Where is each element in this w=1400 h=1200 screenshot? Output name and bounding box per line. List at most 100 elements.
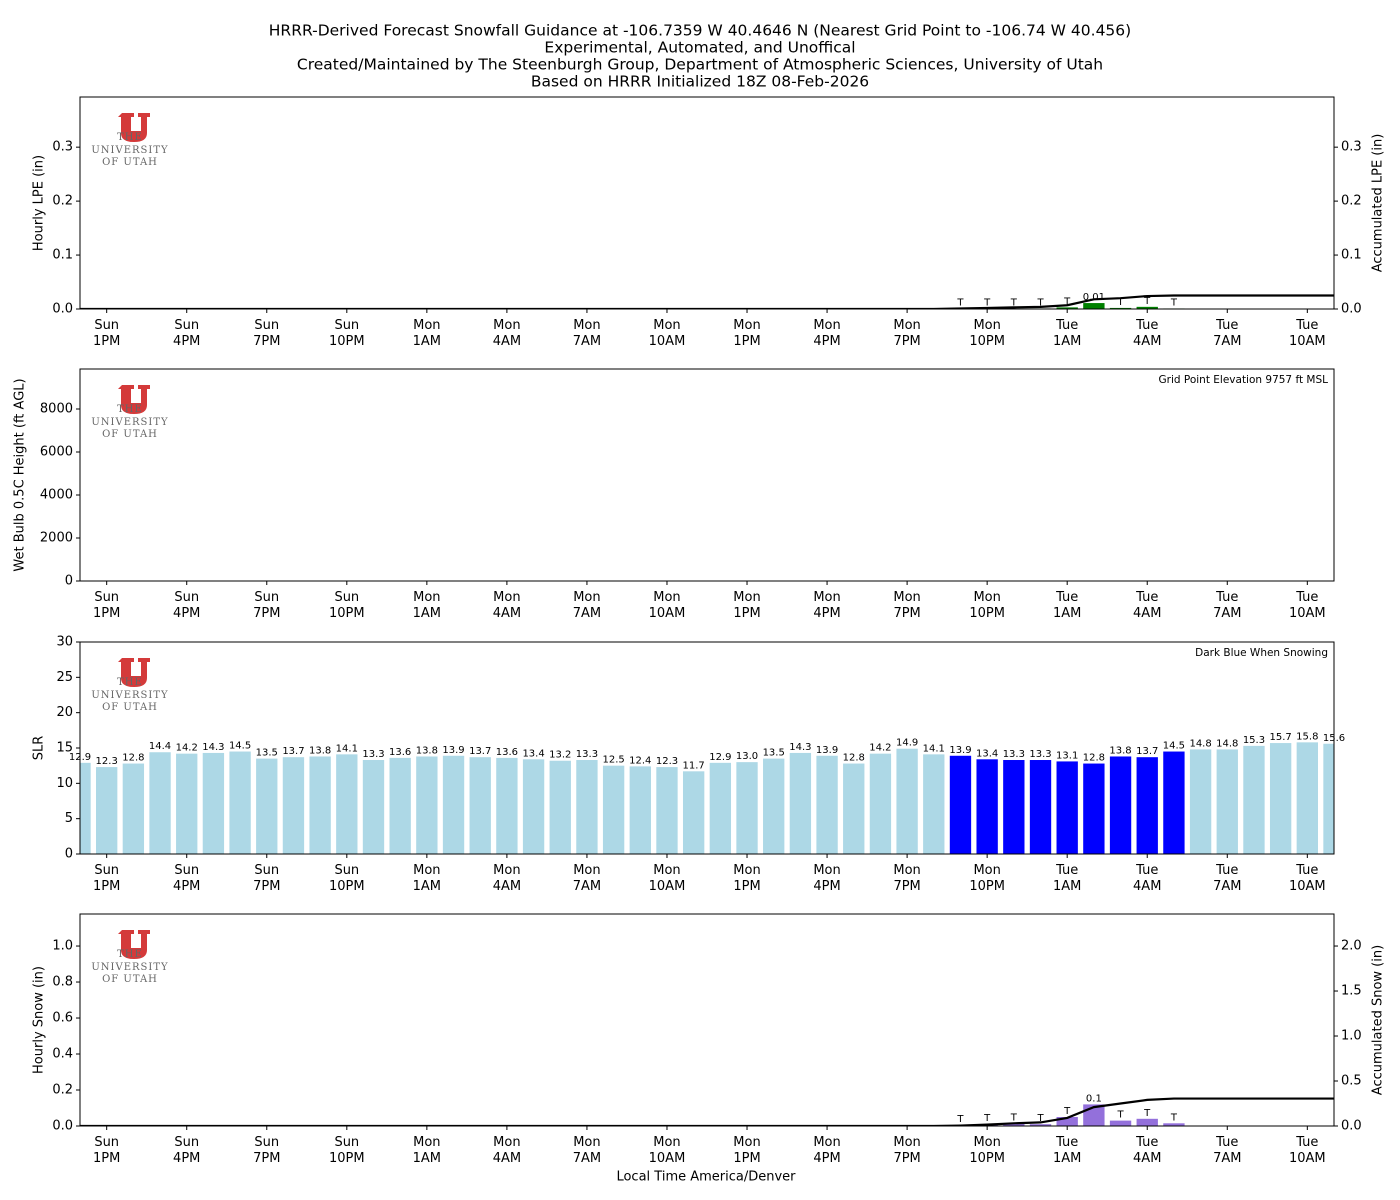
x-tick-label: Mon 7AM [573, 590, 601, 621]
bar [229, 751, 251, 854]
bar [629, 766, 651, 854]
x-tick-label: Mon 7AM [573, 1135, 601, 1166]
x-tick-label: Sun 4PM [173, 590, 200, 621]
y-axis-label: Hourly LPE (in) [32, 155, 47, 251]
data-label: 13.8 [416, 745, 438, 756]
data-label: 13.5 [256, 748, 278, 759]
x-axis-label: Local Time America/Denver [616, 1170, 796, 1185]
data-label: 14.4 [149, 741, 171, 752]
x-tick-label: Mon 7PM [893, 590, 920, 621]
logo-text: UNIVERSITY [91, 417, 168, 428]
data-label: 13.3 [1003, 749, 1025, 760]
x-tick-label: Tue 4AM [1133, 318, 1161, 349]
y-tick-label: 0 [65, 574, 73, 589]
axes-frame [79, 96, 1335, 310]
x-tick-label: Mon 7AM [573, 318, 601, 349]
bar [176, 753, 198, 854]
x-tick-label: Tue 4AM [1133, 863, 1161, 894]
x-tick-label: Mon 1PM [733, 590, 760, 621]
bar [1083, 763, 1105, 854]
title-line: Experimental, Automated, and Unoffical [544, 39, 855, 57]
logo-text: OF UTAH [102, 974, 158, 985]
x-tick-label: Sun 1PM [93, 863, 120, 894]
logo-text: UNIVERSITY [91, 690, 168, 701]
logo-text: OF UTAH [102, 702, 158, 713]
x-tick-label: Sun 10PM [329, 1135, 365, 1166]
x-tick-label: Mon 4AM [493, 590, 521, 621]
y-tick-label: 15 [56, 741, 73, 756]
data-label: 13.8 [1109, 745, 1131, 756]
x-tick-label: Mon 7PM [893, 863, 920, 894]
annotation: Grid Point Elevation 9757 ft MSL [1159, 374, 1329, 386]
accumulated-line [80, 294, 1334, 309]
data-label: 13.7 [469, 746, 491, 757]
x-tick-label: Tue 1AM [1053, 590, 1081, 621]
x-tick-label: Mon 10PM [969, 318, 1005, 349]
bar [202, 752, 225, 854]
y-tick-label: 0.0 [52, 1119, 73, 1134]
x-tick-label: Mon 10AM [649, 318, 686, 349]
logo-u [118, 930, 150, 959]
x-tick-label: Sun 7PM [253, 1135, 280, 1166]
y-tick-label: 0.4 [52, 1047, 73, 1062]
x-tick-label: Tue 10AM [1289, 318, 1326, 349]
y-tick-label: 0.6 [52, 1011, 73, 1026]
bar [602, 765, 625, 854]
annotation: Dark Blue When Snowing [1195, 647, 1328, 659]
data-label: 12.3 [656, 756, 678, 767]
bar [1296, 742, 1318, 854]
y-tick-label: 25 [56, 670, 73, 685]
data-label: T [956, 297, 964, 308]
bar [709, 762, 732, 854]
y-tick-label: 8000 [40, 401, 73, 416]
y-tick-label: 30 [56, 635, 73, 650]
x-tick-label: Sun 1PM [93, 1135, 120, 1166]
bar [1109, 307, 1132, 309]
x-tick-label: Sun 4PM [173, 318, 200, 349]
data-label: 12.8 [843, 753, 865, 764]
x-tick-label: Sun 1PM [93, 590, 120, 621]
bar [1003, 760, 1025, 854]
logo-text: OF UTAH [102, 157, 158, 168]
data-label: 13.5 [763, 748, 785, 759]
bar [1109, 756, 1132, 854]
x-tick-label: Sun 7PM [253, 863, 280, 894]
x-tick-label: Mon 7PM [893, 318, 920, 349]
bar [96, 767, 118, 854]
y2-tick-label: 0.5 [1341, 1074, 1362, 1089]
x-tick-label: Mon 7AM [573, 863, 601, 894]
y-tick-label: 0.3 [52, 140, 73, 155]
data-label: 13.7 [282, 746, 304, 757]
x-tick-label: Mon 10AM [649, 1135, 686, 1166]
bar [843, 763, 865, 854]
bar [1083, 303, 1105, 309]
bar [976, 759, 998, 854]
bar [816, 755, 838, 854]
data-label: T [1170, 1112, 1178, 1123]
data-label: 14.1 [923, 743, 945, 754]
data-label: 12.9 [709, 752, 731, 763]
logo-text: OF UTAH [102, 429, 158, 440]
data-label: 12.8 [1083, 753, 1105, 764]
data-label: T [1036, 1113, 1044, 1124]
bar [496, 757, 518, 854]
y2-tick-label: 0.0 [1341, 1119, 1362, 1134]
bar [1136, 757, 1158, 854]
bar [763, 758, 785, 854]
bar [469, 757, 491, 854]
bar [522, 759, 545, 854]
plot-area [80, 742, 1334, 854]
x-tick-label: Mon 4PM [813, 590, 840, 621]
y-tick-label: 0.2 [52, 1083, 73, 1098]
x-tick-label: Mon 10PM [969, 1135, 1005, 1166]
data-label: 12.8 [122, 753, 144, 764]
bar [1269, 743, 1292, 854]
logo-u [118, 658, 150, 687]
bar [282, 757, 305, 854]
data-label: 13.9 [949, 745, 971, 756]
data-label: T [1143, 296, 1151, 307]
bar [949, 755, 972, 854]
x-tick-label: Sun 7PM [253, 318, 280, 349]
